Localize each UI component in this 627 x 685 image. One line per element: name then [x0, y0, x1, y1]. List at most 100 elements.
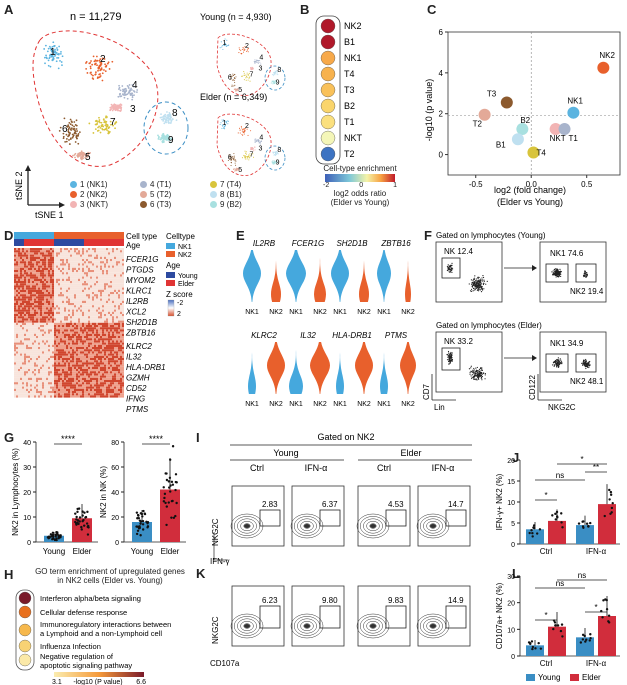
heatmap-cell	[32, 276, 34, 279]
heatmap-cell	[64, 395, 66, 398]
legend-cluster-3: 3 (NKT)	[70, 200, 140, 209]
heatmap-cell	[68, 351, 70, 354]
heatmap-cell	[100, 375, 102, 378]
heatmap-cell	[106, 274, 108, 277]
heatmap-cell	[44, 322, 46, 325]
heatmap-cell	[80, 380, 82, 383]
heatmap-cell	[34, 296, 36, 299]
heatmap-cell	[102, 287, 104, 290]
heatmap-cell	[100, 380, 102, 383]
heatmap-cell	[48, 285, 50, 288]
heatmap-cell	[20, 267, 22, 270]
heatmap-cell	[18, 294, 20, 297]
heatmap-cell	[58, 377, 60, 380]
heatmap-cell	[22, 353, 24, 356]
heatmap-cell	[50, 250, 52, 253]
heatmap-cell	[122, 292, 124, 295]
heatmap-cell	[18, 287, 20, 290]
heatmap-cell	[38, 265, 40, 268]
heatmap-cell	[34, 259, 36, 262]
heatmap-cell	[36, 278, 38, 281]
heatmap-cell	[64, 344, 66, 347]
heatmap-cell	[16, 391, 18, 394]
heatmap-cell	[118, 371, 120, 374]
heatmap-cell	[114, 309, 116, 312]
heatmap-cell	[50, 364, 52, 367]
heatmap-cell	[56, 311, 58, 314]
heatmap-cell	[34, 371, 36, 374]
heatmap-cell	[72, 329, 74, 332]
heatmap-cell	[82, 364, 84, 367]
heatmap-cell	[74, 336, 76, 339]
heatmap-cell	[42, 353, 44, 356]
heatmap-cell	[30, 300, 32, 303]
heatmap-cell	[120, 289, 122, 292]
heatmap-cell	[112, 349, 114, 352]
heatmap-cell	[26, 373, 28, 376]
heatmap-cell	[66, 340, 68, 343]
heatmap-cell	[76, 318, 78, 321]
heatmap-cell	[48, 281, 50, 284]
heatmap-cell	[46, 386, 48, 389]
tsne-point	[233, 85, 235, 87]
heatmap-cell	[62, 347, 64, 350]
heatmap-cell	[96, 289, 98, 292]
heatmap-cell	[20, 395, 22, 398]
heatmap-cell	[48, 270, 50, 273]
heatmap-cell	[106, 316, 108, 319]
heatmap-cell	[66, 318, 68, 321]
tsne-point	[238, 169, 240, 171]
heatmap-cell	[92, 278, 94, 281]
heatmap-cell	[14, 388, 16, 391]
heatmap-cell	[42, 322, 44, 325]
heatmap-cell	[40, 256, 42, 259]
heatmap-cell	[78, 276, 80, 279]
heatmap-cell	[46, 261, 48, 264]
heatmap-cell	[116, 318, 118, 321]
legend-cluster-label: 3 (NKT)	[80, 200, 108, 209]
heatmap-cell	[34, 373, 36, 376]
heatmap-cell	[80, 270, 82, 273]
heatmap-cell	[14, 362, 16, 365]
heatmap-cell	[66, 382, 68, 385]
heatmap-cell	[114, 353, 116, 356]
legend-cluster-4: 4 (T1)	[140, 180, 210, 189]
heatmap-cell	[110, 393, 112, 396]
heatmap-cell	[58, 353, 60, 356]
heatmap-cell	[90, 254, 92, 257]
heatmap-cell	[44, 349, 46, 352]
heatmap-cell	[100, 353, 102, 356]
enrichment-tick-mid: 0	[359, 182, 364, 189]
heatmap-cell	[122, 349, 124, 352]
heatmap-cell	[26, 267, 28, 270]
heatmap-cell	[64, 318, 66, 321]
tsne-point	[117, 95, 120, 98]
heatmap-celltype-label: Cell type	[126, 232, 158, 241]
heatmap-cell	[26, 305, 28, 308]
tsne-point	[52, 41, 55, 44]
heatmap-cell	[32, 388, 34, 391]
heatmap-cell	[40, 281, 42, 284]
heatmap-cell	[58, 355, 60, 358]
heatmap-cell	[32, 340, 34, 343]
heatmap-cell	[26, 287, 28, 290]
heatmap-cell	[74, 256, 76, 259]
heatmap-cell	[90, 364, 92, 367]
heatmap-cell	[78, 382, 80, 385]
heatmap-cell	[84, 331, 86, 334]
heatmap-cell	[82, 333, 84, 336]
heatmap-cell	[108, 314, 110, 317]
heatmap-cell	[62, 333, 64, 336]
heatmap-cell	[96, 250, 98, 253]
heatmap-cell	[104, 292, 106, 295]
tsne-point	[244, 127, 246, 130]
heatmap-cell	[122, 305, 124, 308]
heatmap-cell	[118, 270, 120, 273]
heatmap-cell	[78, 369, 80, 372]
heatmap-cell	[88, 373, 90, 376]
heatmap-cell	[62, 300, 64, 303]
heatmap-cell	[108, 373, 110, 376]
heatmap-cell	[62, 393, 64, 396]
heatmap-cell	[66, 384, 68, 387]
heatmap-cell	[112, 259, 114, 262]
